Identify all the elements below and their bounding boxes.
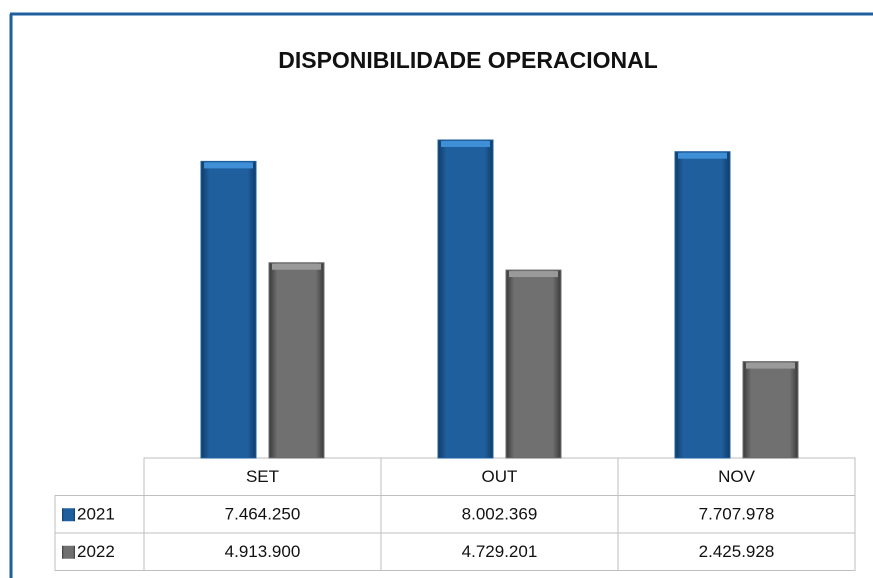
value-label: 4.729.201 — [462, 542, 538, 561]
bar — [200, 160, 257, 459]
value-label: 7.707.978 — [699, 505, 775, 524]
bar — [437, 139, 494, 459]
bar — [268, 262, 325, 459]
bar-cap — [204, 162, 253, 169]
legend-label: 2021 — [77, 505, 115, 524]
value-label: 4.913.900 — [225, 542, 301, 561]
legend-label: 2022 — [77, 542, 115, 561]
legend-key — [62, 508, 75, 522]
table-row — [54, 532, 856, 571]
category-label: OUT — [482, 467, 518, 486]
value-label: 7.464.250 — [225, 505, 301, 524]
chart-title: DISPONIBILIDADE OPERACIONAL — [278, 47, 658, 73]
bar — [674, 151, 731, 459]
legend-key — [62, 545, 75, 559]
bar-cap — [272, 263, 321, 270]
bar — [505, 269, 562, 459]
bar-cap — [678, 152, 727, 159]
bar-cap — [441, 141, 490, 147]
category-label: NOV — [718, 467, 756, 486]
bar — [742, 361, 799, 459]
bar-cap — [509, 271, 558, 278]
value-label: 8.002.369 — [462, 505, 538, 524]
bar-cap — [746, 362, 795, 369]
category-label: SET — [246, 467, 279, 486]
value-label: 2.425.928 — [699, 542, 775, 561]
